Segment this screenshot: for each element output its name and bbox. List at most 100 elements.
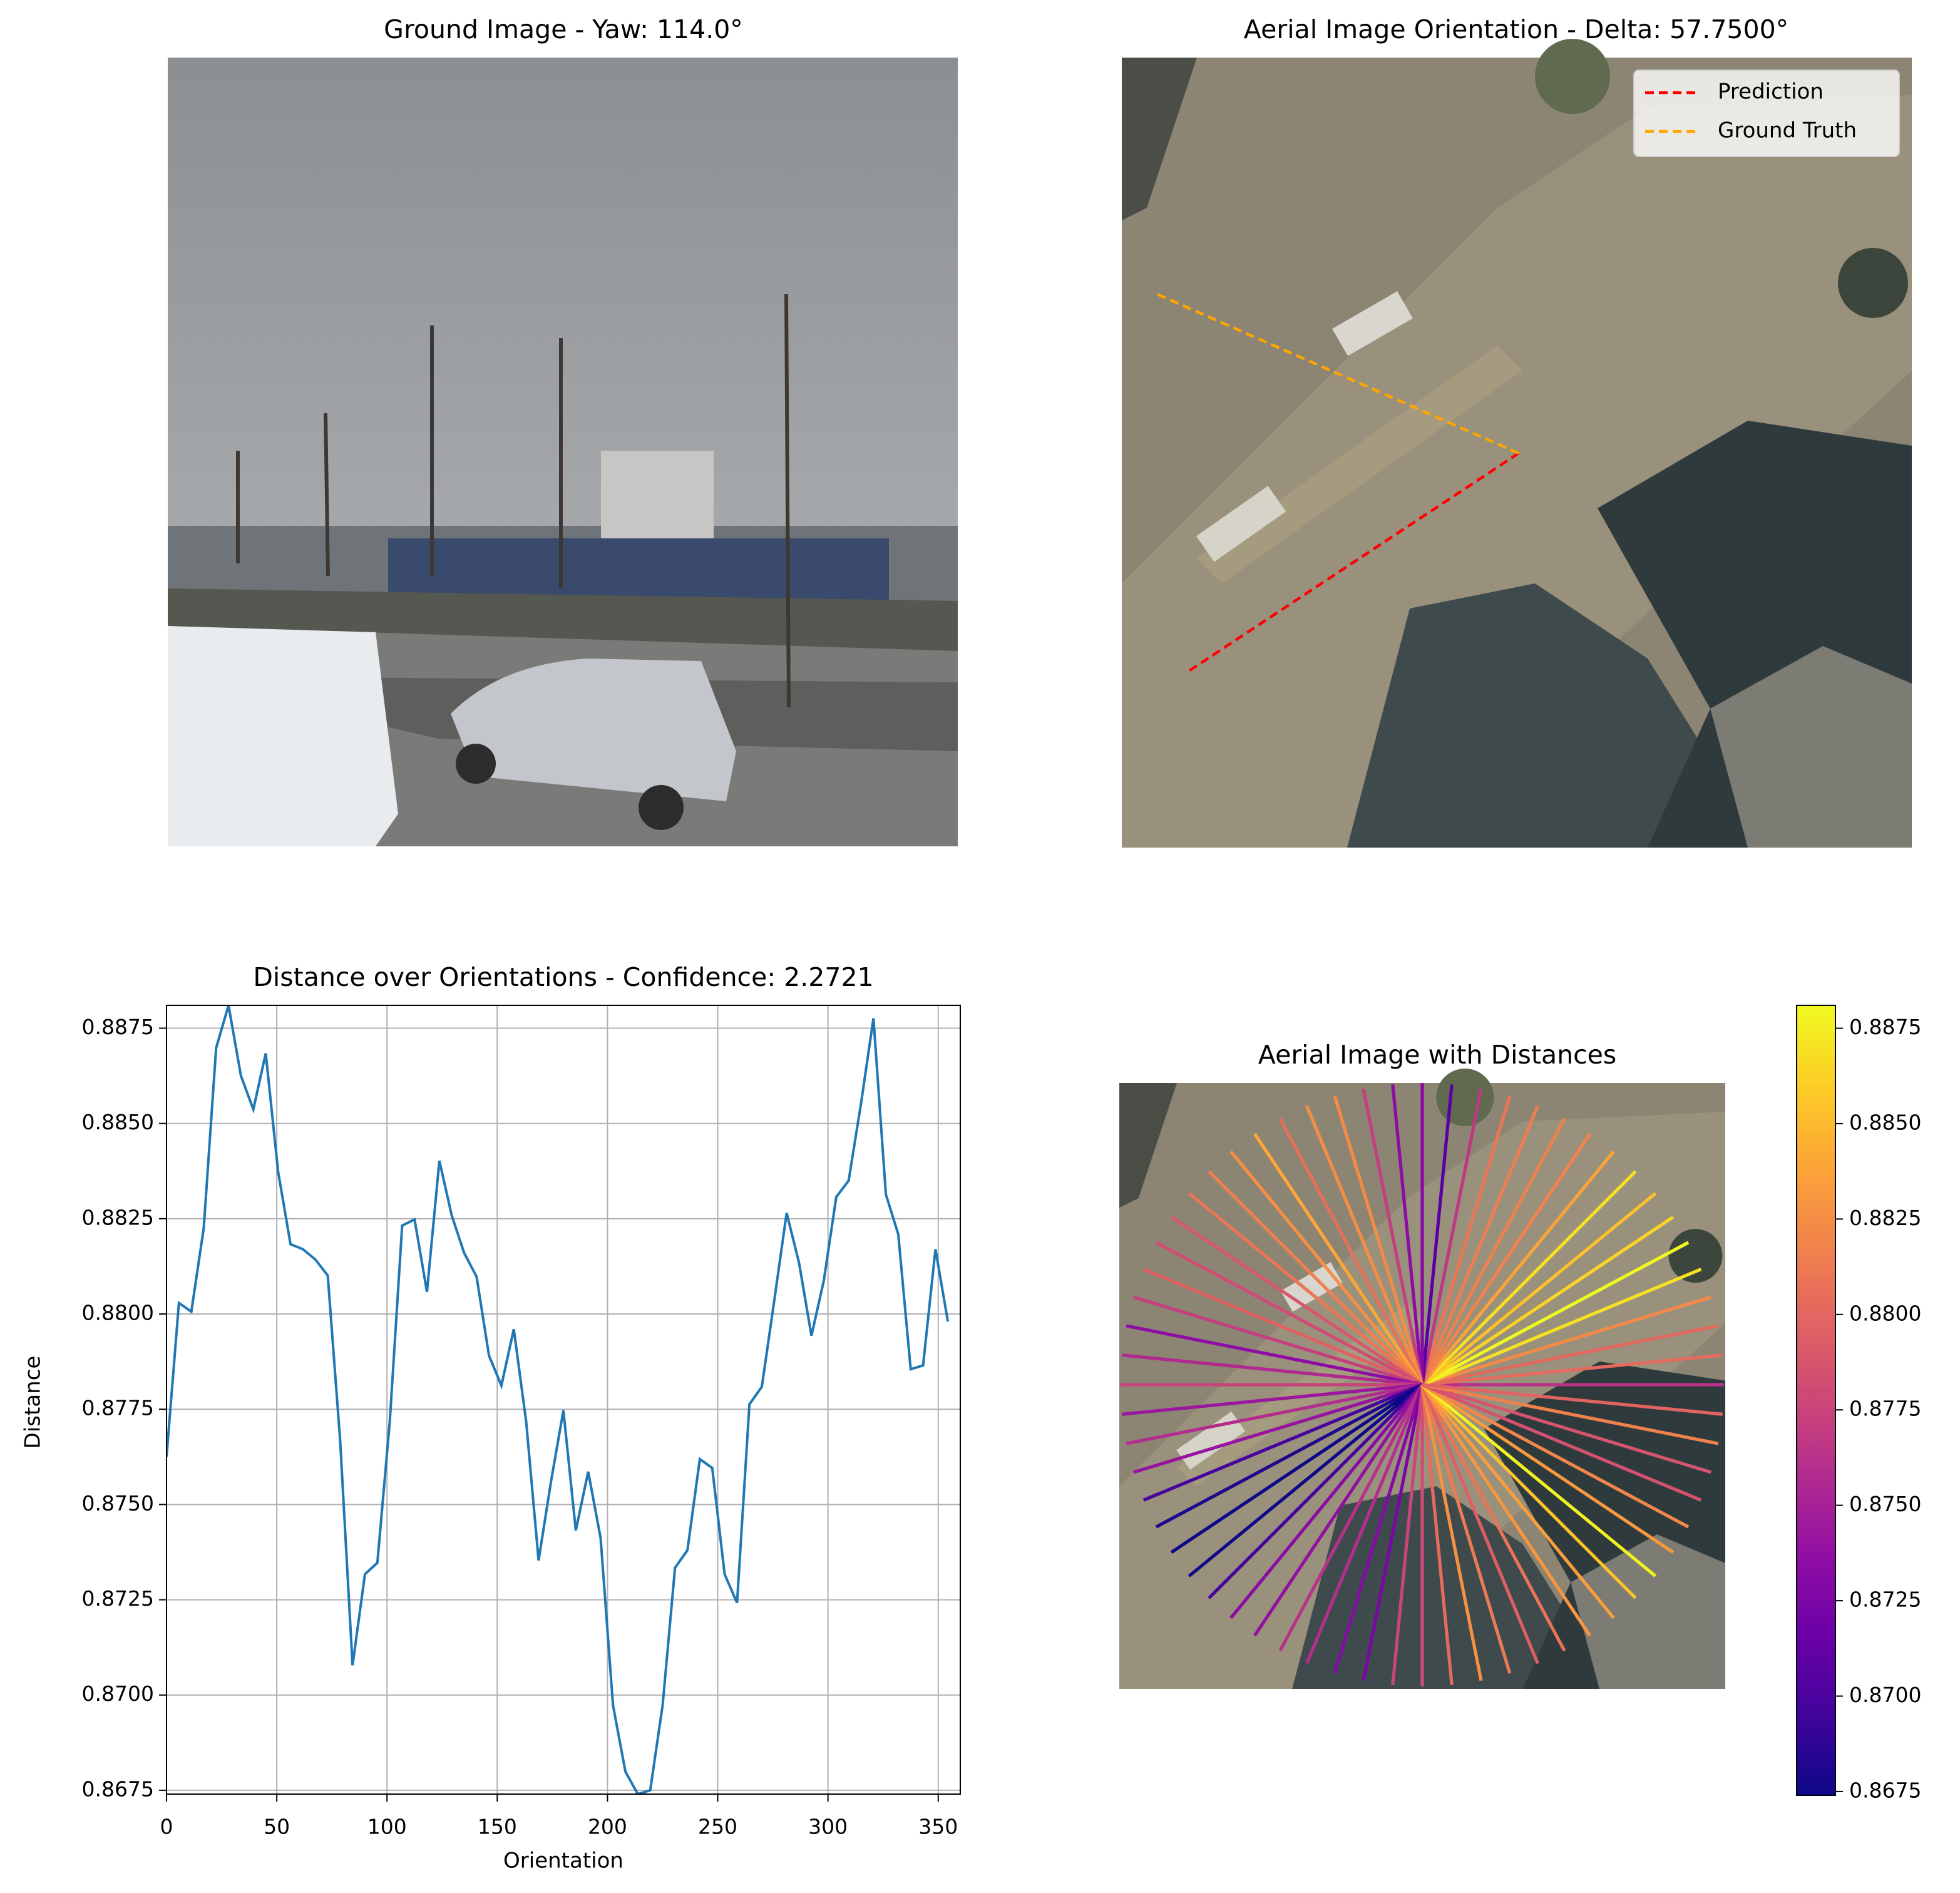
distance-ray: [1421, 1383, 1675, 1554]
ground-photo: [168, 58, 958, 846]
distance-ray: [1133, 1383, 1423, 1474]
x-tick-label: 250: [698, 1815, 737, 1839]
distance-ray: [1422, 1383, 1702, 1502]
y-tick-label: 0.8875: [82, 1015, 154, 1039]
panel-title: Ground Image - Yaw: 114.0°: [384, 14, 743, 44]
x-tick-label: 0: [160, 1815, 173, 1839]
x-axis-label: Orientation: [503, 1849, 623, 1874]
distance-ray: [1420, 1088, 1483, 1385]
distance-ray: [1420, 1095, 1512, 1385]
distance-ray: [1122, 1353, 1423, 1387]
distance-ray: [1170, 1383, 1424, 1554]
distance-ray: [1420, 1384, 1454, 1685]
y-tick-label: 0.8800: [82, 1301, 154, 1325]
x-tick-label: 350: [918, 1815, 958, 1839]
distance-ray: [1420, 1383, 1615, 1619]
orientation-line: [1154, 291, 1519, 455]
distance-ray: [1253, 1132, 1424, 1386]
distance-ray: [1422, 1268, 1702, 1387]
plot-frame: [166, 1005, 961, 1795]
y-axis-label: Distance: [21, 1356, 46, 1449]
distance-ray: [1278, 1117, 1424, 1386]
orientation-line: [1186, 452, 1520, 674]
distance-ray: [1208, 1383, 1424, 1599]
colorbar: [1796, 1005, 1836, 1796]
y-tick-label: 0.8750: [82, 1491, 154, 1516]
colorbar-tick-label: 0.8800: [1849, 1301, 1921, 1325]
distance-ray: [1362, 1088, 1424, 1385]
y-tick-label: 0.8775: [82, 1396, 154, 1420]
y-tick-label: 0.8675: [82, 1777, 154, 1801]
distance-ray: [1305, 1105, 1424, 1385]
distance-ray: [1126, 1324, 1423, 1387]
distance-ray: [1420, 1132, 1591, 1386]
colorbar-tick-label: 0.8875: [1849, 1015, 1921, 1039]
distance-ray: [1421, 1170, 1637, 1386]
y-tick-label: 0.8700: [82, 1681, 154, 1706]
data-line: [167, 1005, 950, 1794]
colorbar-tick-label: 0.8725: [1849, 1588, 1921, 1612]
x-tick-label: 300: [808, 1815, 848, 1839]
aerial-photo: [1122, 39, 1912, 848]
x-tick-label: 100: [367, 1815, 407, 1839]
distance-ray: [1170, 1216, 1424, 1387]
distance-ray: [1155, 1241, 1424, 1387]
distance-ray: [1142, 1268, 1423, 1387]
distance-ray: [1422, 1324, 1719, 1387]
distance-ray: [1422, 1383, 1712, 1474]
colorbar-tick-label: 0.8775: [1849, 1397, 1921, 1421]
panel-title: Aerial Image with Distances: [1258, 1040, 1616, 1070]
distance-ray: [1133, 1295, 1423, 1387]
distance-ray: [1422, 1383, 1719, 1445]
distance-ray: [1420, 1150, 1615, 1386]
distance-ray: [1229, 1150, 1424, 1386]
colorbar-tick-label: 0.8750: [1849, 1492, 1921, 1516]
distance-ray: [1420, 1105, 1539, 1385]
distance-ray: [1421, 1383, 1690, 1529]
distance-ray: [1305, 1384, 1424, 1665]
distance-ray: [1421, 1192, 1657, 1387]
panel-title: Distance over Orientations - Confidence:…: [253, 962, 873, 992]
distance-ray: [1422, 1295, 1712, 1387]
panel-title: Aerial Image Orientation - Delta: 57.750…: [1244, 14, 1788, 44]
distance-ray: [1421, 1241, 1690, 1387]
distance-ray: [1188, 1192, 1424, 1387]
distance-ray: [1421, 1383, 1657, 1578]
distance-ray: [1208, 1170, 1424, 1386]
distance-ray: [1420, 1384, 1512, 1675]
distance-ray: [1188, 1383, 1424, 1578]
distance-ray: [1420, 1383, 1566, 1652]
y-tick-label: 0.8825: [82, 1205, 154, 1229]
colorbar-tick-label: 0.8825: [1849, 1206, 1921, 1230]
colorbar-tick-label: 0.8850: [1849, 1110, 1921, 1134]
distance-ray: [1253, 1383, 1424, 1637]
distance-ray: [1420, 1384, 1483, 1681]
colorbar-tick-label: 0.8700: [1849, 1683, 1921, 1707]
distance-ray: [1229, 1383, 1424, 1619]
distance-ray: [1422, 1383, 1723, 1416]
distance-ray: [1278, 1383, 1424, 1652]
distance-ray: [1362, 1384, 1424, 1681]
x-tick-label: 50: [264, 1815, 290, 1839]
distance-ray: [1420, 1384, 1539, 1665]
y-tick-label: 0.8725: [82, 1586, 154, 1611]
distance-ray: [1421, 1383, 1637, 1599]
distance-ray: [1126, 1383, 1423, 1445]
colorbar-tick-label: 0.8675: [1849, 1778, 1921, 1802]
distance-ray: [1142, 1383, 1423, 1502]
distance-ray: [1155, 1383, 1424, 1529]
distance-ray: [1122, 1383, 1423, 1416]
x-tick-label: 150: [478, 1815, 517, 1839]
y-tick-label: 0.8850: [82, 1110, 154, 1134]
legend-box: [1633, 69, 1900, 157]
legend-label: Ground Truth: [1718, 118, 1857, 143]
distance-ray: [1391, 1384, 1424, 1685]
distance-ray: [1421, 1216, 1675, 1387]
distance-ray: [1391, 1084, 1424, 1385]
distance-ray: [1422, 1353, 1723, 1387]
distance-ray: [1420, 1117, 1566, 1386]
distance-ray: [1420, 1383, 1591, 1637]
distance-ray: [1333, 1095, 1424, 1385]
